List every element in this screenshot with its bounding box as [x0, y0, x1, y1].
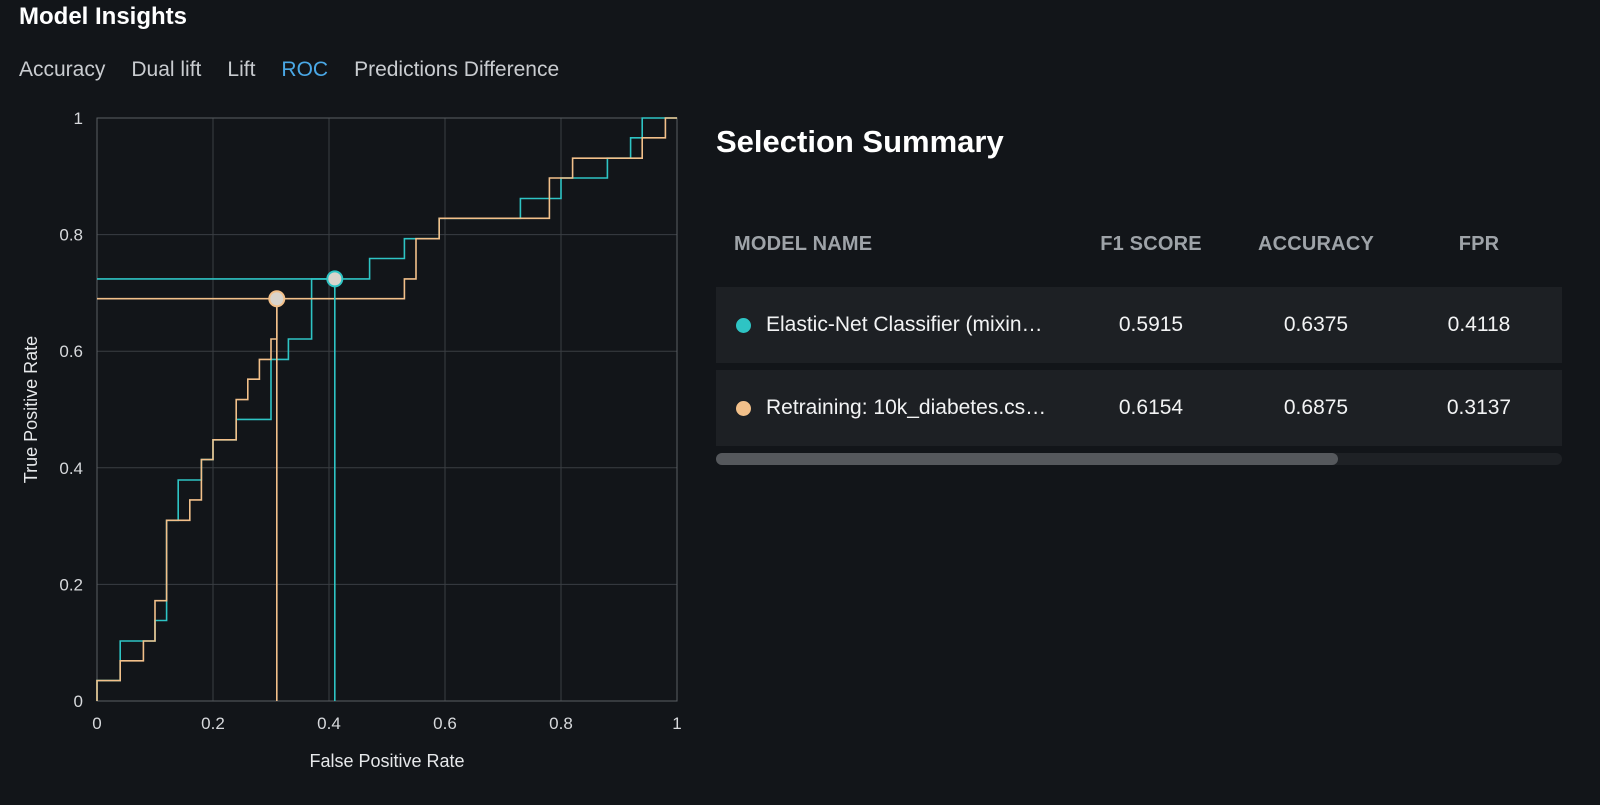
table-row[interactable]: Retraining: 10k_diabetes.cs… 0.6154 0.68…: [716, 370, 1562, 446]
x-tick-label: 0.4: [317, 714, 341, 733]
horizontal-scrollbar[interactable]: [716, 453, 1562, 465]
page-title: Model Insights: [19, 3, 187, 30]
tab-accuracy[interactable]: Accuracy: [19, 58, 106, 81]
roc-chart: 0 0.2 0.4 0.6 0.8 1 0 0.2 0.4 0.6 0.8 1 False Positi…: [0, 100, 700, 790]
selection-summary-table: MODEL NAME F1 SCORE ACCURACY FPR Elastic…: [716, 222, 1562, 446]
x-tick-label: 0.6: [433, 714, 457, 733]
f1-score-value: 0.6154: [1118, 396, 1184, 419]
x-axis-title: False Positive Rate: [309, 751, 464, 771]
model-name: Retraining: 10k_diabetes.cs…: [766, 396, 1047, 419]
fpr-value: 0.4118: [1447, 313, 1511, 336]
threshold-point-marker[interactable]: [268, 290, 286, 308]
column-header-f1-score[interactable]: F1 SCORE: [1100, 232, 1202, 255]
f1-score-value: 0.5915: [1118, 313, 1184, 336]
y-tick-label: 0: [74, 692, 83, 711]
threshold-point-marker[interactable]: [326, 270, 344, 288]
model-name-cell: Elastic-Net Classifier (mixin…: [716, 313, 1066, 337]
model-name: Elastic-Net Classifier (mixin…: [766, 313, 1043, 336]
column-header-fpr[interactable]: FPR: [1458, 232, 1500, 255]
insight-tabs: Accuracy Dual lift Lift ROC Predictions …: [19, 58, 559, 82]
y-tick-label: 0.8: [59, 226, 83, 245]
y-axis-title: True Positive Rate: [21, 336, 41, 483]
x-tick-label: 1: [672, 714, 681, 733]
series-color-dot: [736, 317, 751, 333]
tab-predictions-difference[interactable]: Predictions Difference: [354, 58, 560, 81]
model-name-cell: Retraining: 10k_diabetes.cs…: [716, 396, 1066, 420]
roc-curve-line: [96, 117, 677, 701]
tab-dual-lift[interactable]: Dual lift: [131, 58, 202, 81]
table-row[interactable]: Elastic-Net Classifier (mixin… 0.5915 0.…: [716, 287, 1562, 363]
x-tick-label: 0.8: [549, 714, 573, 733]
y-tick-label: 1: [74, 109, 83, 128]
roc-curve-line: [96, 117, 677, 701]
fpr-value: 0.3137: [1446, 396, 1512, 419]
column-header-model-name[interactable]: MODEL NAME: [734, 232, 873, 255]
series-color-dot: [736, 400, 751, 416]
y-tick-label: 0.2: [59, 575, 83, 594]
tab-lift[interactable]: Lift: [227, 58, 256, 81]
tab-roc[interactable]: ROC: [281, 58, 329, 81]
accuracy-value: 0.6875: [1283, 396, 1349, 419]
selection-summary-title: Selection Summary: [716, 124, 1004, 159]
accuracy-value: 0.6375: [1283, 313, 1349, 336]
table-header: MODEL NAME F1 SCORE ACCURACY FPR: [716, 222, 1562, 266]
column-header-accuracy[interactable]: ACCURACY: [1257, 232, 1375, 255]
y-tick-label: 0.4: [59, 459, 83, 478]
plot-frame: [96, 117, 678, 702]
x-tick-label: 0: [92, 714, 101, 733]
roc-chart-svg[interactable]: 0 0.2 0.4 0.6 0.8 1 0 0.2 0.4 0.6 0.8 1 False Positi…: [0, 100, 700, 790]
y-tick-label: 0.6: [59, 342, 83, 361]
x-tick-label: 0.2: [201, 714, 225, 733]
scrollbar-thumb[interactable]: [716, 453, 1338, 465]
